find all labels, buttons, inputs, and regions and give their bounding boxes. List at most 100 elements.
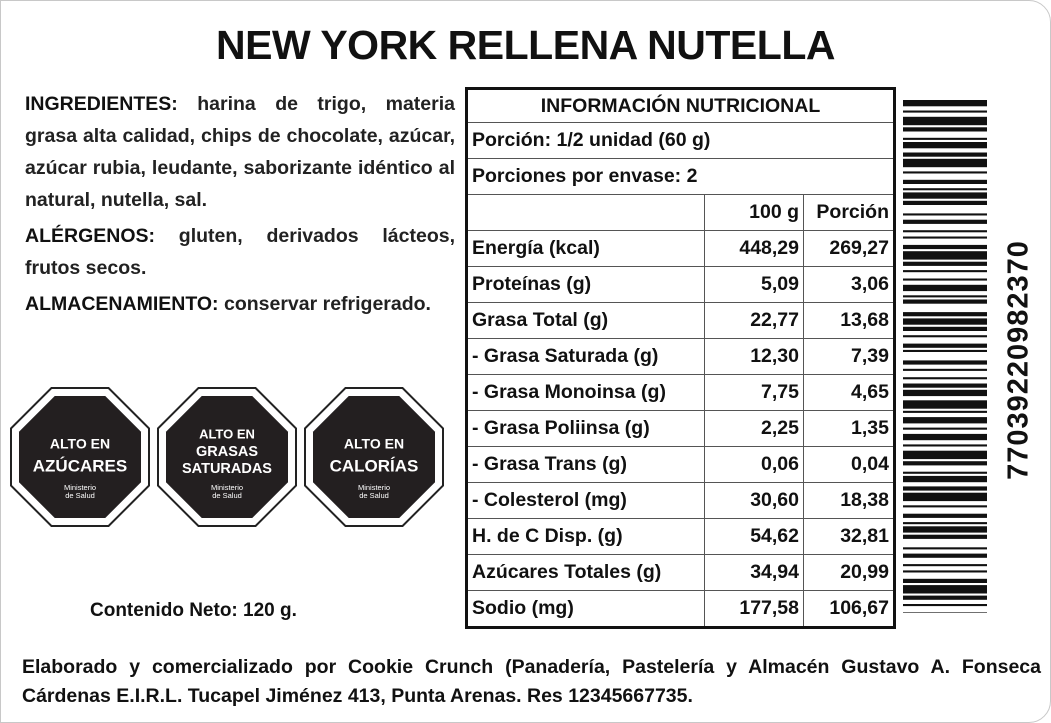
barcode-bar xyxy=(903,127,987,132)
nutrition-row: - Grasa Monoinsa (g) 7,75 4,65 xyxy=(466,374,895,411)
nutrient-value: 32,81 xyxy=(803,518,895,555)
barcode-bar xyxy=(903,312,987,317)
barcode-bar xyxy=(903,471,987,474)
barcode-bar xyxy=(903,475,987,483)
seal-text: ALTO EN xyxy=(50,436,110,452)
nutrition-row: Proteínas (g) 5,09 3,06 xyxy=(466,266,895,303)
barcode xyxy=(903,100,987,613)
barcode-bar xyxy=(903,526,987,533)
barcode-bar xyxy=(903,171,987,174)
barcode-bar xyxy=(903,278,987,281)
barcode-bar xyxy=(903,152,987,157)
nutrient-name: Grasa Total (g) xyxy=(466,302,705,339)
barcode-bar xyxy=(903,377,987,380)
barcode-bar xyxy=(903,158,987,168)
barcode-number: 77039220982370 xyxy=(1002,240,1035,480)
nutrient-value: 13,68 xyxy=(803,302,895,339)
barcode-bar xyxy=(903,100,987,107)
barcode-bar xyxy=(903,522,987,525)
nutrient-value: 2,25 xyxy=(704,410,804,447)
nutrient-value: 22,77 xyxy=(704,302,804,339)
product-title: NEW YORK RELLENA NUTELLA xyxy=(216,22,835,68)
nutrition-title-row: INFORMACIÓN NUTRICIONAL xyxy=(466,88,895,123)
seal-authority: de Salud xyxy=(65,491,95,500)
barcode-bar xyxy=(903,360,987,365)
barcode-bar xyxy=(903,492,987,502)
barcode-bar xyxy=(903,349,987,352)
barcode-bar xyxy=(903,213,987,216)
nutrient-name: H. de C Disp. (g) xyxy=(466,518,705,555)
barcode-bar xyxy=(903,236,987,239)
nutrition-row: Grasa Total (g) 22,77 13,68 xyxy=(466,302,895,339)
barcode-bar xyxy=(903,137,987,140)
nutrient-value: 12,30 xyxy=(704,338,804,375)
barcode-bar xyxy=(903,553,987,558)
servings-row: Porciones por envase: 2 xyxy=(466,158,895,195)
nutrient-name: - Colesterol (mg) xyxy=(466,482,705,519)
barcode-bar xyxy=(903,427,987,430)
nutrient-value: 30,60 xyxy=(704,482,804,519)
allergens-text: gluten, derivados lácteos, frutos secos. xyxy=(25,225,455,279)
nutrient-name: - Grasa Monoinsa (g) xyxy=(466,374,705,411)
nutrition-table: INFORMACIÓN NUTRICIONAL Porción: 1/2 uni… xyxy=(465,87,896,629)
barcode-bar xyxy=(903,270,987,273)
nutrient-value: 34,94 xyxy=(704,554,804,591)
nutrient-name: Energía (kcal) xyxy=(466,230,705,267)
barcode-bar xyxy=(903,570,987,573)
nutrition-row: - Grasa Trans (g) 0,06 0,04 xyxy=(466,446,895,483)
nutrient-value: 54,62 xyxy=(704,518,804,555)
barcode-bar xyxy=(903,179,987,184)
barcode-bar xyxy=(903,585,987,594)
barcode-bar xyxy=(903,433,987,441)
allergens-label: ALÉRGENOS: xyxy=(25,225,156,247)
nutrition-row: - Colesterol (mg) 30,60 18,38 xyxy=(466,482,895,519)
barcode-bar xyxy=(903,410,987,413)
barcode-bar xyxy=(903,612,987,613)
barcode-bar xyxy=(903,368,987,371)
nutrient-value: 0,06 xyxy=(704,446,804,483)
nutrient-name: Sodio (mg) xyxy=(466,590,705,628)
barcode-bar xyxy=(903,505,987,508)
seal-text: SATURADAS xyxy=(182,461,272,477)
nutrient-value: 1,35 xyxy=(803,410,895,447)
barcode-bar xyxy=(903,343,987,348)
seal-text: AZÚCARES xyxy=(33,456,127,475)
seal-authority: de Salud xyxy=(359,491,389,500)
seal-text: ALTO EN xyxy=(199,426,255,441)
net-content: Contenido Neto: 120 g. xyxy=(90,600,297,621)
serving-row: Porción: 1/2 unidad (60 g) xyxy=(466,122,895,159)
barcode-bar xyxy=(903,444,987,447)
barcode-bar xyxy=(903,116,987,126)
barcode-bar xyxy=(903,383,987,388)
column-header-row: 100 g Porción xyxy=(466,194,895,231)
seal-text: CALORÍAS xyxy=(330,456,419,475)
barcode-bar xyxy=(903,326,987,331)
barcode-bar xyxy=(903,230,987,233)
info-block: INGREDIENTES: harina de trigo, materia g… xyxy=(25,88,455,324)
nutrition-title: INFORMACIÓN NUTRICIONAL xyxy=(466,88,895,123)
nutrient-value: 177,58 xyxy=(704,590,804,628)
nutrient-value: 20,99 xyxy=(803,554,895,591)
barcode-bar xyxy=(903,389,987,397)
nutrition-row: - Grasa Poliinsa (g) 2,25 1,35 xyxy=(466,410,895,447)
barcode-bar xyxy=(903,486,987,491)
nutrient-name: - Grasa Trans (g) xyxy=(466,446,705,483)
barcode-bar xyxy=(903,450,987,460)
ingredients-label: INGREDIENTES: xyxy=(25,93,178,115)
storage-text: conservar refrigerado. xyxy=(223,293,431,315)
serving: Porción: 1/2 unidad (60 g) xyxy=(466,122,895,159)
barcode-bar xyxy=(903,604,987,607)
barcode-bar xyxy=(903,110,987,113)
seal-authority: Ministerio xyxy=(211,483,243,492)
servings-per-container: Porciones por envase: 2 xyxy=(466,158,895,195)
barcode-bar xyxy=(903,251,987,260)
nutrition-row: Azúcares Totales (g) 34,94 20,99 xyxy=(466,554,895,591)
barcode-bar xyxy=(903,547,987,550)
nutrient-value: 5,09 xyxy=(704,266,804,303)
nutrient-value: 448,29 xyxy=(704,230,804,267)
seal-body xyxy=(313,396,435,518)
barcode-bar xyxy=(903,200,987,205)
